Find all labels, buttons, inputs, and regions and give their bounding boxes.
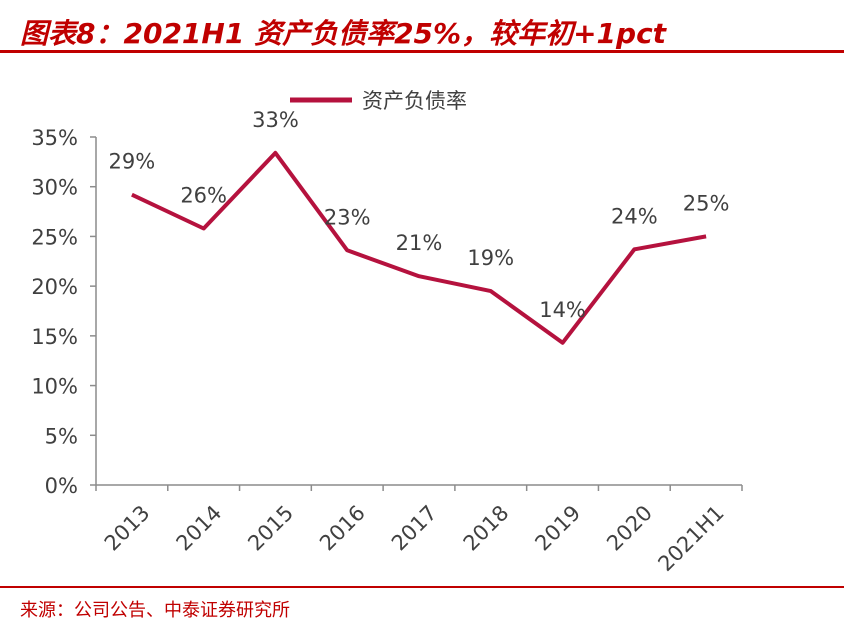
source-note: 来源：公司公告、中泰证券研究所	[20, 596, 290, 622]
data-label: 29%	[109, 150, 156, 174]
series-line	[131, 150, 707, 345]
y-tick-label: 35%	[31, 126, 78, 150]
y-tick-label: 0%	[45, 474, 78, 498]
data-label: 33%	[252, 108, 299, 132]
y-axis-ticks: 0% 5% 10% 15% 20% 25% 30% 35%	[31, 126, 96, 498]
y-tick-label: 5%	[45, 424, 78, 448]
data-label: 19%	[467, 246, 514, 270]
y-tick-label: 15%	[31, 325, 78, 349]
x-tick-label: 2014	[172, 501, 227, 556]
title-text: 图表8：2021H1 资产负债率25%，较年初+1pct	[20, 17, 667, 50]
data-label: 21%	[396, 231, 443, 255]
legend-label: 资产负债率	[362, 89, 467, 113]
data-labels: 29% 26% 33% 23% 21% 19% 14% 24% 25%	[109, 108, 730, 322]
source-text: 来源：公司公告、中泰证券研究所	[20, 600, 290, 621]
y-tick-label: 25%	[31, 225, 78, 249]
axes	[95, 137, 742, 486]
x-tick-label: 2017	[387, 501, 442, 556]
series-group	[131, 150, 707, 345]
x-tick-label: 2018	[459, 501, 514, 556]
y-tick-label: 20%	[31, 275, 78, 299]
data-label: 24%	[611, 204, 658, 228]
x-tick-label: 2020	[602, 501, 657, 556]
x-tick-label: 2015	[243, 501, 298, 556]
source-divider	[0, 586, 844, 588]
data-label: 25%	[683, 191, 730, 215]
data-label: 23%	[324, 205, 371, 229]
y-tick-label: 30%	[31, 176, 78, 200]
x-tick-label: 2019	[530, 501, 585, 556]
y-tick-label: 10%	[31, 375, 78, 399]
legend: 资产负债率	[290, 89, 467, 113]
data-label: 14%	[539, 298, 586, 322]
x-tick-label: 2021H1	[653, 501, 728, 576]
data-label: 26%	[180, 183, 227, 207]
x-tick-label: 2016	[315, 501, 370, 556]
chart-title: 图表8：2021H1 资产负债率25%，较年初+1pct	[20, 12, 666, 52]
x-tick-label: 2013	[100, 501, 155, 556]
title-divider	[0, 50, 844, 53]
